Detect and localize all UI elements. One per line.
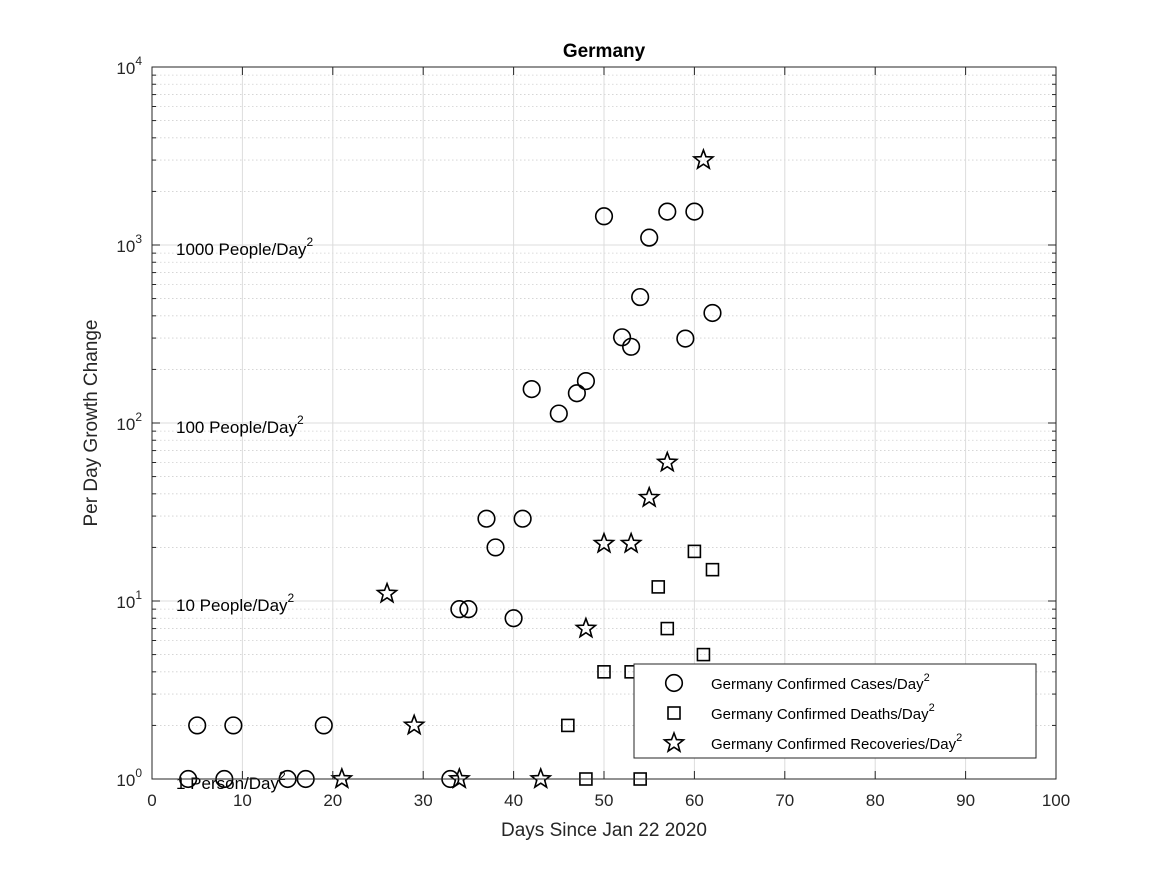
circle-point: [224, 716, 243, 735]
star-point: [574, 616, 598, 639]
star-point: [529, 766, 553, 789]
star-point: [637, 485, 661, 508]
reference-label: 1000 People/Day2: [176, 235, 313, 259]
circle-point: [549, 404, 568, 423]
legend-square-marker: [667, 706, 681, 720]
circle-point: [450, 600, 469, 619]
star-point: [619, 531, 643, 554]
square-point: [597, 665, 611, 679]
chart-title: Germany: [563, 41, 646, 62]
x-tick-label: 50: [595, 791, 614, 810]
x-tick-label: 100: [1042, 791, 1070, 810]
circle-point: [504, 609, 523, 628]
circle-point: [622, 337, 641, 356]
series-star: [330, 147, 716, 789]
circle-point: [513, 509, 532, 528]
square-point: [696, 647, 711, 662]
y-tick-label: 100: [116, 766, 142, 790]
data-marks: [179, 147, 722, 789]
x-tick-label: 70: [775, 791, 794, 810]
y-tick-label: 101: [116, 588, 142, 612]
circle-point: [640, 228, 659, 247]
x-tick-label: 80: [866, 791, 885, 810]
x-axis-label: Days Since Jan 22 2020: [501, 820, 707, 841]
x-tick-label: 90: [956, 791, 975, 810]
legend-star-marker: [662, 730, 686, 753]
circle-point: [486, 538, 505, 557]
square-point: [660, 621, 675, 636]
circle-point: [703, 303, 722, 323]
x-tick-label: 40: [504, 791, 523, 810]
circle-point: [459, 600, 478, 619]
star-point: [375, 581, 399, 604]
series-circle: [179, 202, 722, 789]
star-point: [330, 766, 354, 789]
legend-entry: Germany Confirmed Recoveries/Day2: [711, 732, 962, 753]
star-point: [655, 450, 679, 473]
square-point: [561, 718, 575, 733]
circle-point: [522, 380, 541, 399]
star-point: [592, 531, 616, 554]
star-point: [447, 766, 472, 789]
x-tick-label: 20: [323, 791, 342, 810]
circle-point: [567, 384, 586, 403]
circle-point: [631, 287, 650, 307]
x-tick-label: 0: [147, 791, 156, 810]
circle-point: [612, 328, 632, 347]
y-tick-label: 103: [116, 232, 142, 256]
tick-marks: [151, 66, 1057, 780]
circle-point: [314, 716, 333, 735]
x-tick-label: 30: [414, 791, 433, 810]
tick-labels: 0 10 20 30 40 50 60 70 80 90 100 100 101 102 103 104: [116, 54, 1070, 810]
square-point: [705, 562, 720, 577]
legend-box: [633, 663, 1037, 759]
legend-entry: Germany Confirmed Deaths/Day2: [711, 702, 935, 723]
square-point: [687, 544, 702, 559]
circle-point: [576, 371, 596, 391]
reference-label: 10 People/Day2: [176, 591, 295, 615]
star-point: [691, 147, 716, 171]
grid-layer: [151, 66, 1057, 780]
circle-point: [477, 509, 496, 528]
circle-point: [685, 202, 704, 221]
square-point: [651, 580, 666, 594]
x-tick-label: 60: [685, 791, 704, 810]
circle-point: [594, 207, 614, 226]
star-point: [402, 713, 426, 736]
legend-circle-marker: [664, 673, 684, 693]
x-tick-label: 10: [233, 791, 252, 810]
circle-point: [676, 329, 695, 348]
reference-label: 100 People/Day2: [176, 413, 304, 437]
y-tick-label: 102: [116, 410, 142, 434]
y-tick-label: 104: [116, 54, 142, 78]
circle-point: [658, 202, 677, 221]
y-axis-label: Per Day Growth Change: [81, 320, 102, 527]
legend-entry: Germany Confirmed Cases/Day2: [711, 672, 930, 693]
circle-point: [188, 716, 207, 735]
legend: Germany Confirmed Cases/Day2 Germany Conf…: [633, 663, 1037, 759]
